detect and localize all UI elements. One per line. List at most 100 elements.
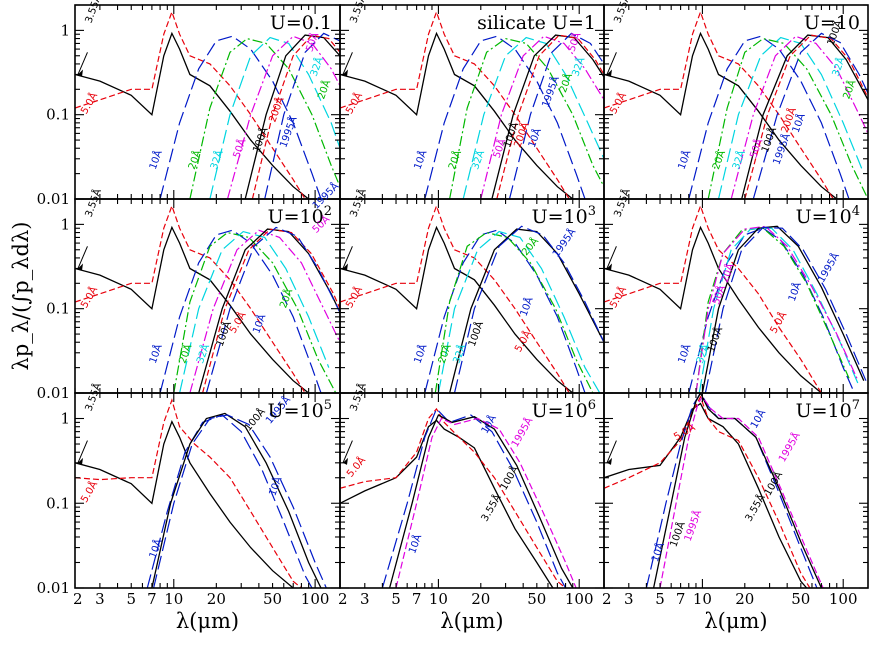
series-5.0-line bbox=[75, 204, 306, 393]
x-tick-label: 20 bbox=[735, 590, 754, 608]
panel-label: U=102 bbox=[268, 204, 332, 228]
series-100-line bbox=[701, 225, 865, 393]
y-axis-label: λp_λ/(∫p_λdλ) bbox=[9, 222, 33, 371]
panel-frame bbox=[74, 198, 341, 394]
panel-label-base: U=10 bbox=[268, 400, 324, 422]
curve-label: 20Å bbox=[276, 287, 295, 310]
panel-label-base: U=10 bbox=[796, 400, 852, 422]
series-20-line bbox=[189, 37, 340, 199]
x-tick-label: 20 bbox=[471, 590, 490, 608]
curve-label: 5.0Å bbox=[78, 90, 101, 116]
curve-label: 10Å bbox=[648, 541, 667, 564]
curves bbox=[604, 10, 868, 199]
panel-label: silicate U=1 bbox=[477, 12, 596, 34]
series-32-line bbox=[462, 36, 604, 199]
annotation-arrow bbox=[77, 52, 88, 75]
x-tick-label: 7 bbox=[147, 590, 157, 608]
arrow-head bbox=[77, 69, 83, 77]
series-200-line bbox=[202, 228, 340, 393]
arrow-head bbox=[77, 263, 83, 271]
x-tick-label: 100 bbox=[829, 590, 858, 608]
panel-label-exponent: 7 bbox=[852, 398, 860, 413]
series-3.55-line bbox=[604, 402, 808, 588]
arrow-head bbox=[606, 457, 612, 465]
curve-label: 32Å bbox=[193, 342, 212, 365]
curve-label: 10Å bbox=[747, 407, 768, 431]
y-tick-label: 0.01 bbox=[37, 579, 70, 597]
x-tick-label: 10 bbox=[693, 590, 712, 608]
curve-label: 10Å bbox=[411, 342, 430, 365]
series-3.55-line bbox=[340, 225, 574, 393]
series-100-line bbox=[198, 228, 340, 393]
panel-label: U=107 bbox=[796, 398, 860, 422]
ticks bbox=[603, 392, 868, 589]
y-tick-label: 0.1 bbox=[46, 106, 70, 124]
series-3.55-line bbox=[604, 31, 838, 199]
curve-label: 20Å bbox=[840, 78, 859, 101]
arrow-head bbox=[342, 263, 348, 271]
panel-label: U=0.1 bbox=[270, 12, 332, 34]
series-3.55-line bbox=[604, 225, 822, 393]
ticks bbox=[339, 392, 604, 589]
panel-label: U=103 bbox=[532, 204, 596, 228]
curve-label: 5.0Å bbox=[342, 90, 365, 116]
x-tick-label: 2 bbox=[73, 590, 83, 608]
x-tick-label: 5 bbox=[126, 590, 136, 608]
curve-label: 5.0Å bbox=[606, 284, 629, 310]
annotation-arrow bbox=[606, 440, 617, 464]
ticks bbox=[74, 392, 340, 589]
curve-label: 20Å bbox=[176, 342, 195, 365]
curve-label: 20Å bbox=[185, 148, 204, 171]
curve-label: 10Å bbox=[266, 475, 285, 498]
series-20-line bbox=[434, 231, 594, 393]
curves bbox=[75, 398, 327, 588]
panel-label: U=105 bbox=[268, 398, 332, 422]
series-1995-line bbox=[453, 225, 604, 393]
annotation-arrow bbox=[606, 52, 617, 75]
series-10-line bbox=[159, 229, 322, 393]
panel-label: U=104 bbox=[796, 204, 860, 228]
series-5.0-line bbox=[604, 204, 822, 393]
curve-label: 3.55Å bbox=[347, 381, 369, 413]
x-tick-label: 20 bbox=[207, 590, 226, 608]
curves bbox=[340, 10, 604, 199]
series-100-line bbox=[741, 34, 868, 199]
panel-7: 0.010.112 3 5 7 10 20 50 1003.55Å5.0Å10Å100Å199… bbox=[37, 381, 341, 608]
panel-label-base: U=10 bbox=[804, 12, 860, 34]
series-3.55-line bbox=[75, 419, 294, 588]
curve-label: 10Å bbox=[411, 148, 430, 171]
series-1995-line bbox=[704, 226, 867, 393]
series-5.0-line bbox=[75, 398, 302, 588]
panel-frame bbox=[603, 392, 869, 589]
curve-label: 3.55Å bbox=[478, 492, 504, 524]
series-50-line bbox=[189, 229, 340, 393]
curve-label: 20Å bbox=[445, 148, 464, 171]
curve-label: 5.0Å bbox=[511, 328, 534, 354]
annotation-arrow bbox=[342, 52, 353, 75]
arrow-head bbox=[606, 69, 612, 77]
curve-label: 5.0Å bbox=[344, 454, 369, 480]
curve-label: 10Å bbox=[785, 280, 804, 303]
x-axis-label-col1: λ(μm) bbox=[176, 609, 239, 633]
curves bbox=[340, 204, 604, 393]
y-tick-label: 0.01 bbox=[37, 190, 70, 208]
series-5.0-line bbox=[604, 395, 811, 588]
curves bbox=[340, 407, 577, 588]
curve-label: 32Å bbox=[468, 148, 487, 171]
series-3.55-line bbox=[75, 31, 310, 199]
curve-label: 10Å bbox=[675, 342, 694, 365]
panel-label-exponent: 3 bbox=[588, 204, 596, 219]
ticks bbox=[603, 4, 868, 200]
series-10-line bbox=[645, 393, 818, 588]
curve-label: 5.0Å bbox=[77, 478, 100, 504]
series-1995-line bbox=[264, 32, 340, 199]
x-tick-label: 5 bbox=[655, 590, 665, 608]
arrow-head bbox=[342, 69, 348, 77]
panel-label-base: U=10 bbox=[532, 206, 588, 228]
x-tick-label: 50 bbox=[791, 590, 810, 608]
annotation-arrow bbox=[342, 440, 353, 464]
series-100-line bbox=[151, 412, 322, 588]
